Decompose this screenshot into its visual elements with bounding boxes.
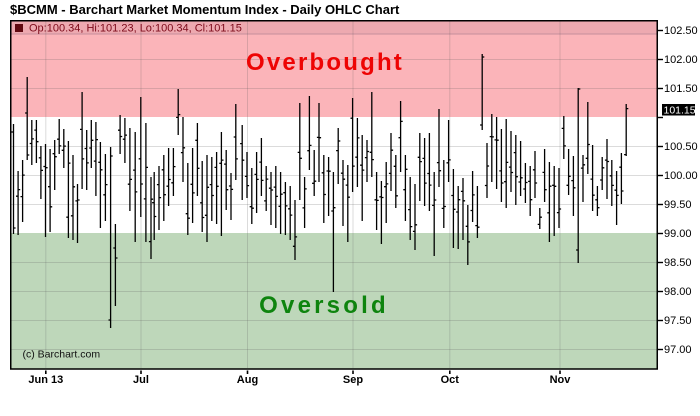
svg-text:100.00: 100.00: [664, 170, 698, 182]
svg-text:Sep: Sep: [343, 374, 363, 386]
svg-text:102.00: 102.00: [664, 54, 698, 66]
svg-text:101.15: 101.15: [664, 105, 696, 117]
svg-text:99.50: 99.50: [664, 199, 692, 211]
svg-text:Oct: Oct: [441, 374, 460, 386]
svg-text:97.50: 97.50: [664, 315, 692, 327]
svg-text:Jun 13: Jun 13: [28, 374, 63, 386]
svg-text:98.50: 98.50: [664, 257, 692, 269]
svg-text:97.00: 97.00: [664, 344, 692, 356]
svg-text:99.00: 99.00: [664, 228, 692, 240]
svg-text:(c) Barchart.com: (c) Barchart.com: [23, 349, 101, 361]
svg-text:100.50: 100.50: [664, 141, 698, 153]
svg-text:Jul: Jul: [133, 374, 149, 386]
svg-text:98.00: 98.00: [664, 286, 692, 298]
svg-text:102.50: 102.50: [664, 25, 698, 37]
svg-text:$BCMM - Barchart Market Moment: $BCMM - Barchart Market Momentum Index -…: [10, 2, 400, 17]
svg-text:Oversold: Oversold: [259, 292, 389, 319]
svg-text:Aug: Aug: [237, 374, 258, 386]
svg-text:Overbought: Overbought: [246, 49, 404, 76]
svg-text:101.50: 101.50: [664, 83, 698, 95]
svg-text:Nov: Nov: [550, 374, 572, 386]
svg-text:Op:100.34, Hi:101.23, Lo:100.3: Op:100.34, Hi:101.23, Lo:100.34, Cl:101.…: [29, 23, 242, 35]
